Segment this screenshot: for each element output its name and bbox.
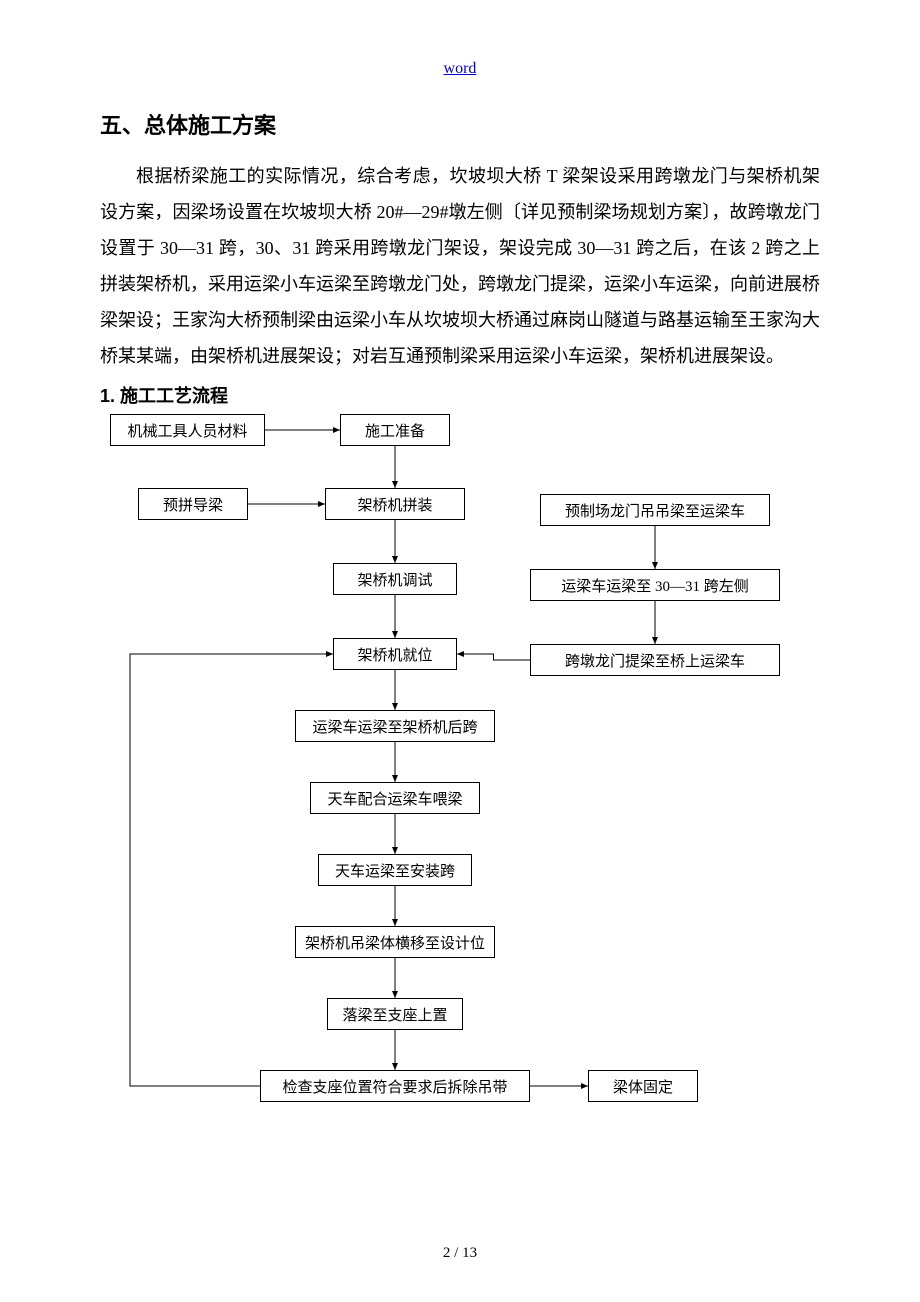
- flow-node-n3: 预拼导梁: [138, 488, 248, 520]
- subsection-title: 1. 施工工艺流程: [100, 382, 820, 408]
- flow-node-n4: 架桥机拼装: [325, 488, 465, 520]
- section-title: 五、总体施工方案: [100, 108, 820, 140]
- flow-node-n2: 施工准备: [340, 414, 450, 446]
- body-paragraph: 根据桥梁施工的实际情况，综合考虑，坎坡坝大桥 T 梁架设采用跨墩龙门与架桥机架设…: [100, 158, 820, 374]
- flow-node-n7: 运梁车运梁至 30—31 跨左侧: [530, 569, 780, 601]
- page-footer: 2 / 13: [0, 1245, 920, 1262]
- flow-node-n9: 跨墩龙门提梁至桥上运梁车: [530, 644, 780, 676]
- header-link[interactable]: word: [100, 60, 820, 78]
- flow-node-n11: 天车配合运梁车喂梁: [310, 782, 480, 814]
- flow-node-n8: 架桥机就位: [333, 638, 457, 670]
- flow-node-n6: 架桥机调试: [333, 563, 457, 595]
- flowchart: 机械工具人员材料施工准备预拼导梁架桥机拼装预制场龙门吊吊梁至运梁车架桥机调试运梁…: [100, 414, 820, 1134]
- flow-node-n10: 运梁车运梁至架桥机后跨: [295, 710, 495, 742]
- flow-node-n1: 机械工具人员材料: [110, 414, 265, 446]
- flow-node-n14: 落梁至支座上置: [327, 998, 463, 1030]
- flow-node-n13: 架桥机吊梁体横移至设计位: [295, 926, 495, 958]
- flow-node-n5: 预制场龙门吊吊梁至运梁车: [540, 494, 770, 526]
- flow-node-n12: 天车运梁至安装跨: [318, 854, 472, 886]
- flow-node-n15: 检查支座位置符合要求后拆除吊带: [260, 1070, 530, 1102]
- flow-node-n16: 梁体固定: [588, 1070, 698, 1102]
